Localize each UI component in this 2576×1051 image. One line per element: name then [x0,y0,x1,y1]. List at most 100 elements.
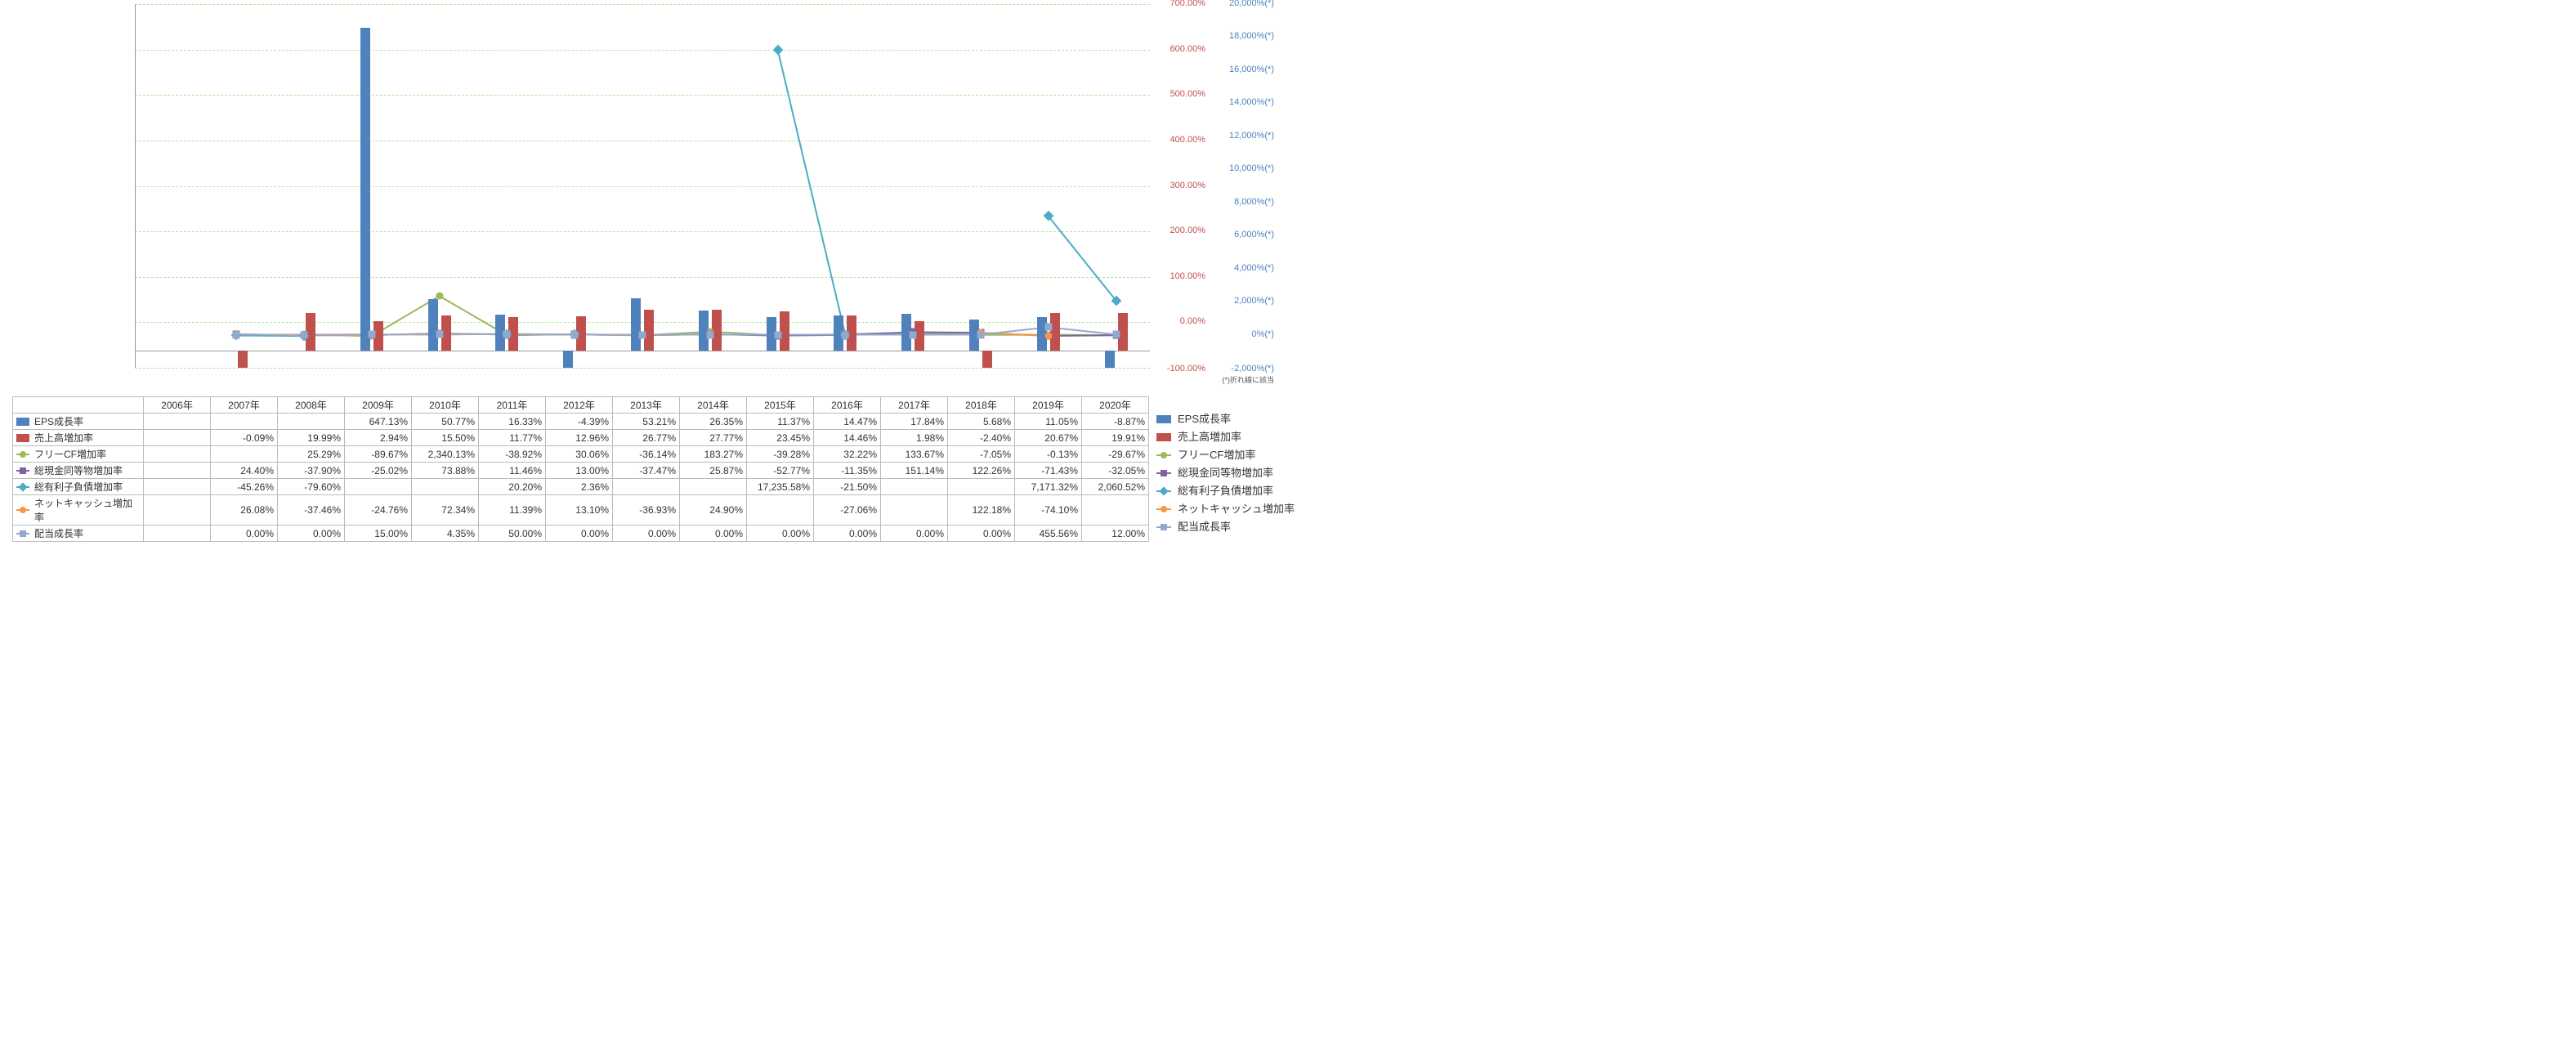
row-header: 配当成長率 [13,526,144,542]
cell: 17.84% [881,414,948,430]
row-header: 総有利子負債増加率 [13,479,144,495]
cell: 20.20% [479,479,546,495]
cell: 647.13% [345,414,412,430]
marker-netcash [1044,333,1052,340]
legend-item: EPS成長率 [1156,410,1295,428]
cell: 26.35% [680,414,747,430]
cell: 5.68% [948,414,1015,430]
cell: 0.00% [948,526,1015,542]
col-header: 2019年 [1015,397,1082,414]
cell: 13.00% [546,463,613,479]
marker-div [503,330,511,338]
legend-item: フリーCF増加率 [1156,446,1295,464]
cell: -36.93% [613,495,680,526]
bar-eps [428,299,438,351]
col-header: 2015年 [747,397,814,414]
cell: -4.39% [546,414,613,430]
plot-region: 700.00%600.00%500.00%400.00%300.00%200.0… [135,4,1150,368]
marker-div [639,331,646,338]
cell: 0.00% [278,526,345,542]
cell: -37.47% [613,463,680,479]
row-header: 総現金同等物増加率 [13,463,144,479]
legend-item: 総有利子負債増加率 [1156,482,1295,500]
cell: -52.77% [747,463,814,479]
cell: 7,171.32% [1015,479,1082,495]
cell: -0.09% [211,430,278,446]
legend-item: ネットキャッシュ増加率 [1156,500,1295,518]
col-header: 2012年 [546,397,613,414]
cell: 0.00% [881,526,948,542]
cell [345,479,412,495]
cell [144,446,211,463]
cell: 27.77% [680,430,747,446]
row-header: EPS成長率 [13,414,144,430]
cell: -8.87% [1082,414,1149,430]
cell: -29.67% [1082,446,1149,463]
col-header: 2020年 [1082,397,1149,414]
bar-eps [631,298,641,351]
marker-div [842,331,849,338]
cell [412,479,479,495]
row-header: フリーCF増加率 [13,446,144,463]
cell [278,414,345,430]
cell: 12.00% [1082,526,1149,542]
cell: -71.43% [1015,463,1082,479]
cell: 4.35% [412,526,479,542]
cell: 23.45% [747,430,814,446]
col-header: 2014年 [680,397,747,414]
bar-eps [563,351,573,368]
row-header: 売上高増加率 [13,430,144,446]
cell: 72.34% [412,495,479,526]
cell: 2,060.52% [1082,479,1149,495]
cell: 0.00% [613,526,680,542]
cell: 26.77% [613,430,680,446]
marker-div [1112,331,1120,338]
cell: 25.87% [680,463,747,479]
cell [680,479,747,495]
cell: 1.98% [881,430,948,446]
cell [948,479,1015,495]
cell: -7.05% [948,446,1015,463]
cell: 11.39% [479,495,546,526]
cell: 19.91% [1082,430,1149,446]
cell: -45.26% [211,479,278,495]
cell [144,526,211,542]
col-header: 2009年 [345,397,412,414]
cell: 455.56% [1015,526,1082,542]
cell: 11.05% [1015,414,1082,430]
marker-div [910,331,917,338]
marker-div [571,331,579,338]
cell: -74.10% [1015,495,1082,526]
marker-div [368,331,375,338]
cell [211,414,278,430]
cell: 26.08% [211,495,278,526]
cell: -27.06% [814,495,881,526]
cell: 183.27% [680,446,747,463]
cell: 2.36% [546,479,613,495]
cell: -89.67% [345,446,412,463]
cell: 0.00% [680,526,747,542]
cell: 50.77% [412,414,479,430]
cell [211,446,278,463]
marker-div [977,331,985,338]
cell: 25.29% [278,446,345,463]
col-header: 2013年 [613,397,680,414]
cell: 2,340.13% [412,446,479,463]
cell [1082,495,1149,526]
legend-right: EPS成長率売上高増加率フリーCF増加率総現金同等物増加率総有利子負債増加率ネッ… [1156,410,1295,536]
cell: 11.46% [479,463,546,479]
cell: -38.92% [479,446,546,463]
col-header: 2008年 [278,397,345,414]
cell [881,495,948,526]
marker-fcf [436,293,443,300]
cell: 19.99% [278,430,345,446]
cell: 0.00% [546,526,613,542]
cell: 14.46% [814,430,881,446]
cell: 0.00% [814,526,881,542]
cell: 0.00% [211,526,278,542]
cell: 24.40% [211,463,278,479]
cell [613,479,680,495]
legend-item: 総現金同等物増加率 [1156,464,1295,482]
cell: 11.37% [747,414,814,430]
cell: 122.18% [948,495,1015,526]
